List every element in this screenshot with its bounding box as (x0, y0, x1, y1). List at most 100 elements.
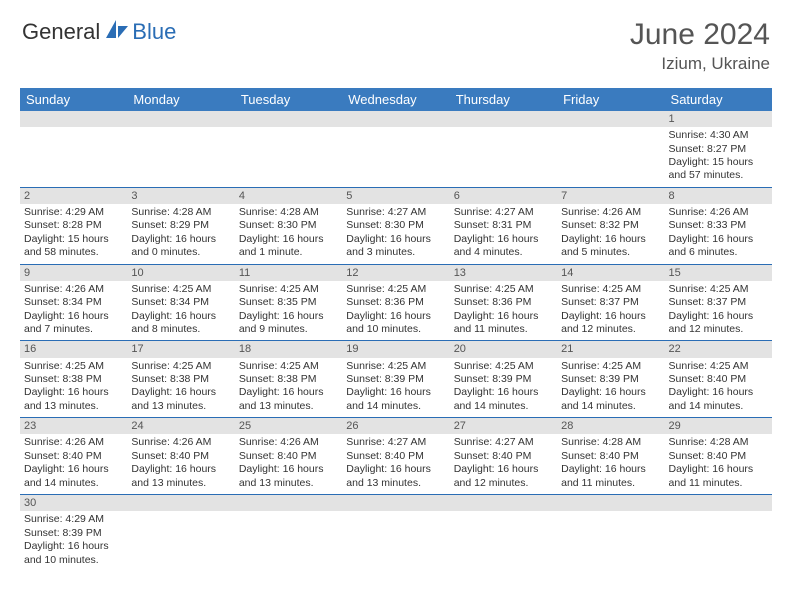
daylight-text: Daylight: 16 hours (239, 310, 338, 323)
daylight-text: Daylight: 16 hours (346, 310, 445, 323)
sunset-text: Sunset: 8:38 PM (24, 373, 123, 386)
daylight-text: and 14 minutes. (346, 400, 445, 413)
sunrise-text: Sunrise: 4:27 AM (454, 436, 553, 449)
sunrise-text: Sunrise: 4:25 AM (239, 283, 338, 296)
daylight-text: and 12 minutes. (669, 323, 768, 336)
day-number: 12 (342, 265, 449, 281)
sunset-text: Sunset: 8:40 PM (669, 450, 768, 463)
daylight-text: Daylight: 16 hours (131, 233, 230, 246)
daylight-text: and 11 minutes. (669, 477, 768, 490)
calendar-cell: 30Sunrise: 4:29 AMSunset: 8:39 PMDayligh… (20, 495, 127, 571)
daylight-text: Daylight: 16 hours (239, 233, 338, 246)
sunset-text: Sunset: 8:39 PM (24, 527, 123, 540)
calendar-cell: 7Sunrise: 4:26 AMSunset: 8:32 PMDaylight… (557, 187, 664, 264)
sunrise-text: Sunrise: 4:25 AM (561, 283, 660, 296)
sunset-text: Sunset: 8:30 PM (239, 219, 338, 232)
sunset-text: Sunset: 8:40 PM (454, 450, 553, 463)
daylight-text: and 10 minutes. (24, 554, 123, 567)
calendar-cell: 17Sunrise: 4:25 AMSunset: 8:38 PMDayligh… (127, 341, 234, 418)
sunrise-text: Sunrise: 4:25 AM (24, 360, 123, 373)
sunset-text: Sunset: 8:40 PM (239, 450, 338, 463)
calendar-cell: 11Sunrise: 4:25 AMSunset: 8:35 PMDayligh… (235, 264, 342, 341)
month-title: June 2024 (630, 18, 770, 52)
calendar-cell (557, 111, 664, 187)
calendar-cell (342, 495, 449, 571)
day-number: 4 (235, 188, 342, 204)
calendar-row: 30Sunrise: 4:29 AMSunset: 8:39 PMDayligh… (20, 495, 772, 571)
day-header-row: Sunday Monday Tuesday Wednesday Thursday… (20, 88, 772, 111)
sunrise-text: Sunrise: 4:27 AM (346, 436, 445, 449)
daynum-empty (342, 495, 449, 511)
sunrise-text: Sunrise: 4:28 AM (561, 436, 660, 449)
sunrise-text: Sunrise: 4:28 AM (131, 206, 230, 219)
daylight-text: Daylight: 16 hours (346, 386, 445, 399)
sunrise-text: Sunrise: 4:25 AM (346, 360, 445, 373)
sunrise-text: Sunrise: 4:26 AM (561, 206, 660, 219)
calendar-cell: 26Sunrise: 4:27 AMSunset: 8:40 PMDayligh… (342, 418, 449, 495)
sunrise-text: Sunrise: 4:26 AM (239, 436, 338, 449)
calendar-cell: 13Sunrise: 4:25 AMSunset: 8:36 PMDayligh… (450, 264, 557, 341)
daylight-text: and 8 minutes. (131, 323, 230, 336)
day-number: 5 (342, 188, 449, 204)
day-number: 20 (450, 341, 557, 357)
day-header: Monday (127, 88, 234, 111)
day-number: 8 (665, 188, 772, 204)
daylight-text: and 5 minutes. (561, 246, 660, 259)
sunset-text: Sunset: 8:27 PM (669, 143, 768, 156)
daylight-text: Daylight: 15 hours (24, 233, 123, 246)
daynum-empty (127, 111, 234, 127)
sunrise-text: Sunrise: 4:25 AM (239, 360, 338, 373)
sunset-text: Sunset: 8:37 PM (561, 296, 660, 309)
calendar-cell: 29Sunrise: 4:28 AMSunset: 8:40 PMDayligh… (665, 418, 772, 495)
daynum-empty (235, 111, 342, 127)
sunset-text: Sunset: 8:39 PM (561, 373, 660, 386)
calendar-cell: 12Sunrise: 4:25 AMSunset: 8:36 PMDayligh… (342, 264, 449, 341)
daylight-text: Daylight: 16 hours (346, 233, 445, 246)
page-header: General Blue June 2024 Izium, Ukraine (0, 0, 792, 82)
calendar-cell (235, 495, 342, 571)
sunset-text: Sunset: 8:36 PM (454, 296, 553, 309)
calendar-cell: 5Sunrise: 4:27 AMSunset: 8:30 PMDaylight… (342, 187, 449, 264)
calendar-cell: 6Sunrise: 4:27 AMSunset: 8:31 PMDaylight… (450, 187, 557, 264)
sunrise-text: Sunrise: 4:25 AM (131, 283, 230, 296)
sunrise-text: Sunrise: 4:25 AM (561, 360, 660, 373)
day-number: 15 (665, 265, 772, 281)
sunset-text: Sunset: 8:33 PM (669, 219, 768, 232)
daylight-text: and 12 minutes. (561, 323, 660, 336)
daylight-text: and 13 minutes. (131, 477, 230, 490)
day-header: Saturday (665, 88, 772, 111)
calendar-cell: 20Sunrise: 4:25 AMSunset: 8:39 PMDayligh… (450, 341, 557, 418)
sunrise-text: Sunrise: 4:25 AM (131, 360, 230, 373)
daynum-empty (665, 495, 772, 511)
calendar-row: 2Sunrise: 4:29 AMSunset: 8:28 PMDaylight… (20, 187, 772, 264)
daylight-text: and 12 minutes. (454, 477, 553, 490)
daylight-text: Daylight: 16 hours (561, 310, 660, 323)
daylight-text: Daylight: 16 hours (454, 386, 553, 399)
brand-part1: General (22, 19, 100, 45)
sunrise-text: Sunrise: 4:26 AM (669, 206, 768, 219)
sunset-text: Sunset: 8:37 PM (669, 296, 768, 309)
sunset-text: Sunset: 8:34 PM (24, 296, 123, 309)
daylight-text: and 4 minutes. (454, 246, 553, 259)
calendar-row: 9Sunrise: 4:26 AMSunset: 8:34 PMDaylight… (20, 264, 772, 341)
daylight-text: Daylight: 16 hours (669, 233, 768, 246)
daylight-text: and 58 minutes. (24, 246, 123, 259)
calendar-cell (342, 111, 449, 187)
daynum-empty (557, 111, 664, 127)
calendar-cell (557, 495, 664, 571)
day-number: 6 (450, 188, 557, 204)
calendar-cell: 9Sunrise: 4:26 AMSunset: 8:34 PMDaylight… (20, 264, 127, 341)
daynum-empty (450, 495, 557, 511)
title-block: June 2024 Izium, Ukraine (630, 18, 770, 74)
sunset-text: Sunset: 8:39 PM (346, 373, 445, 386)
sunset-text: Sunset: 8:30 PM (346, 219, 445, 232)
calendar-cell: 2Sunrise: 4:29 AMSunset: 8:28 PMDaylight… (20, 187, 127, 264)
day-number: 25 (235, 418, 342, 434)
daylight-text: and 14 minutes. (669, 400, 768, 413)
daylight-text: Daylight: 16 hours (131, 386, 230, 399)
day-number: 1 (665, 111, 772, 127)
day-number: 27 (450, 418, 557, 434)
calendar-cell: 1Sunrise: 4:30 AMSunset: 8:27 PMDaylight… (665, 111, 772, 187)
daylight-text: and 7 minutes. (24, 323, 123, 336)
day-number: 19 (342, 341, 449, 357)
